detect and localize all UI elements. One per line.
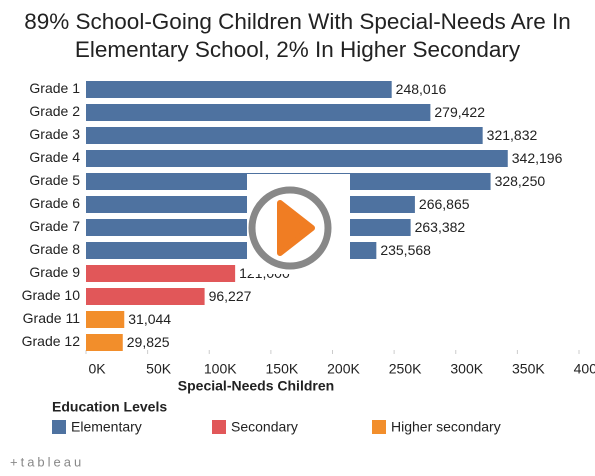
legend-swatch [212,420,226,434]
data-label: 29,825 [127,334,170,350]
bar [86,127,483,144]
bar [86,265,236,282]
y-tick-label: Grade 6 [29,195,80,211]
play-icon [277,200,315,256]
data-label: 266,865 [419,196,470,212]
data-label: 342,196 [512,150,563,166]
bar [86,288,205,305]
y-tick-label: Grade 8 [29,241,80,257]
legend-label: Elementary [71,419,142,435]
bar [86,311,125,328]
x-tick-label: 100K [204,361,237,377]
x-axis-label: Special-Needs Children [178,378,334,394]
y-tick-label: Grade 4 [29,149,80,165]
y-tick-label: Grade 3 [29,126,80,142]
legend-label: Higher secondary [391,419,501,435]
data-label: 263,382 [415,219,466,235]
x-tick-label: 0K [88,361,106,377]
legend-label: Secondary [231,419,298,435]
play-button[interactable] [247,174,350,274]
x-tick-label: 350K [512,361,545,377]
y-tick-label: Grade 5 [29,172,80,188]
y-tick-label: Grade 1 [29,80,80,96]
y-tick-label: Grade 7 [29,218,80,234]
y-tick-label: Grade 12 [22,333,81,349]
bar [86,81,392,98]
data-label: 279,422 [434,104,485,120]
bar [86,334,123,351]
footer-logo: +tableau [10,454,84,469]
data-label: 328,250 [495,173,546,189]
legend-swatch [52,420,66,434]
y-tick-label: Grade 9 [29,264,80,280]
data-label: 96,227 [209,288,252,304]
x-tick-label: 200K [327,361,360,377]
y-tick-label: Grade 11 [23,310,81,326]
bar [86,104,431,121]
data-label: 321,832 [487,127,538,143]
bar [86,150,508,167]
chart-title: 89% School-Going Children With Special-N… [24,9,571,62]
legend-title: Education Levels [52,399,167,415]
data-label: 248,016 [396,81,447,97]
data-label: 235,568 [380,242,431,258]
x-tick-label: 250K [389,361,422,377]
x-tick-label: 150K [266,361,299,377]
x-tick-label: 50K [146,361,172,377]
legend-swatch [372,420,386,434]
y-tick-label: Grade 10 [22,287,81,303]
x-tick-label: 300K [450,361,483,377]
data-label: 31,044 [128,311,171,327]
x-tick-label: 400K [574,361,595,377]
y-tick-label: Grade 2 [29,103,80,119]
